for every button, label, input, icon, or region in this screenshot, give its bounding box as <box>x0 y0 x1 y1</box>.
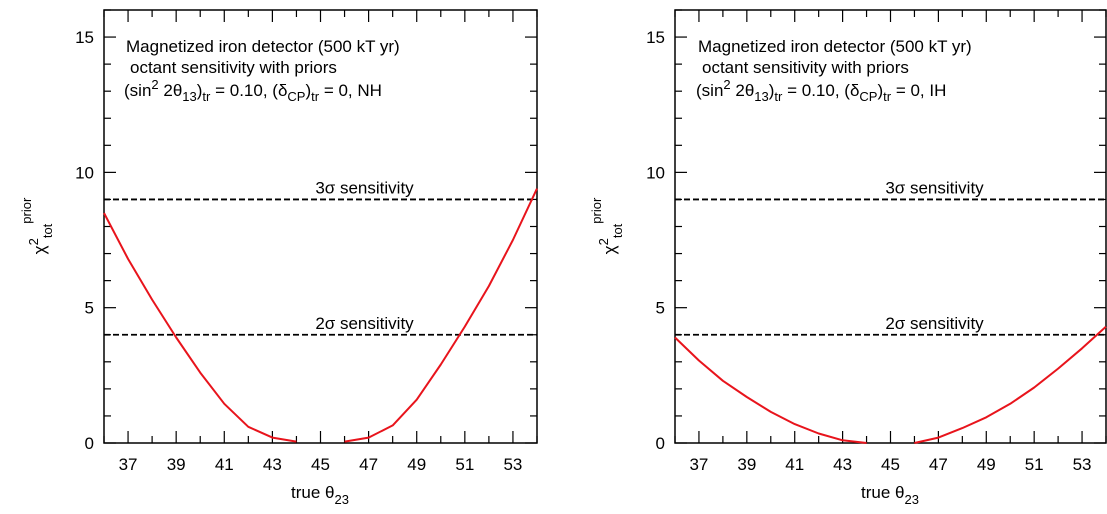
y-tick-label: 10 <box>75 163 94 182</box>
x-tick-label: 53 <box>503 455 522 474</box>
sensitivity-curves <box>674 325 1107 444</box>
y-tick-label: 15 <box>75 28 94 47</box>
sensitivity-curve-segment-2 <box>914 325 1107 444</box>
x-tick-label: 41 <box>785 455 804 474</box>
x-tick-label: 51 <box>455 455 474 474</box>
tick-labels: 37 39 41 43 45 47 49 51 53 0 5 10 15 <box>646 28 1091 474</box>
x-tick-label: 39 <box>167 455 186 474</box>
reference-lines: 3σ sensitivity 2σ sensitivity <box>675 178 1106 336</box>
y-tick-label: 5 <box>656 299 665 318</box>
y-tick-label: 10 <box>646 163 665 182</box>
annotation-line-1: Magnetized iron detector (500 kT yr) <box>126 37 400 56</box>
x-tick-label: 49 <box>407 455 426 474</box>
annotation-line-1: Magnetized iron detector (500 kT yr) <box>698 37 972 56</box>
x-tick-label: 37 <box>689 455 708 474</box>
x-tick-label: 47 <box>929 455 948 474</box>
x-axis-title: true θ23 <box>861 483 919 507</box>
sensitivity-curve-segment-1 <box>103 212 297 443</box>
x-tick-label: 37 <box>119 455 138 474</box>
reference-line-label: 2σ sensitivity <box>885 314 984 333</box>
reference-line-label: 3σ sensitivity <box>885 178 984 197</box>
x-tick-label: 53 <box>1073 455 1092 474</box>
y-tick-label: 5 <box>85 299 94 318</box>
x-tick-label: 49 <box>977 455 996 474</box>
tick-labels: 37 39 41 43 45 47 49 51 53 0 5 10 15 <box>75 28 522 474</box>
annotation-line-2: octant sensitivity with priors <box>130 58 337 77</box>
y-axis-title: χ2totprior <box>589 197 625 254</box>
tick-marks <box>674 9 1107 444</box>
annotation-line-3: (sin2 2θ13)tr = 0.10, (δCP)tr = 0, NH <box>124 77 382 104</box>
x-tick-label: 43 <box>833 455 852 474</box>
x-tick-label: 45 <box>881 455 900 474</box>
reference-line-label: 2σ sensitivity <box>315 314 414 333</box>
chart-panel-nh: 37 39 41 43 45 47 49 51 53 0 5 10 15 3σ sensitivity 2… <box>19 9 538 507</box>
svg-text:χ2totprior: χ2totprior <box>19 197 55 254</box>
x-tick-label: 45 <box>311 455 330 474</box>
sensitivity-curves <box>103 188 538 443</box>
y-tick-label: 0 <box>85 434 94 453</box>
reference-lines: 3σ sensitivity 2σ sensitivity <box>104 178 537 336</box>
sensitivity-curve-segment-2 <box>344 188 538 443</box>
tick-marks <box>103 9 538 444</box>
y-tick-label: 0 <box>656 434 665 453</box>
y-axis-title: χ2totprior <box>19 197 55 254</box>
annotation-line-3: (sin2 2θ13)tr = 0.10, (δCP)tr = 0, IH <box>696 77 946 104</box>
chart-panel-ih: 37 39 41 43 45 47 49 51 53 0 5 10 15 3σ sensitivity 2… <box>589 9 1107 507</box>
svg-text:χ2totprior: χ2totprior <box>589 197 625 254</box>
annotation-line-2: octant sensitivity with priors <box>702 58 909 77</box>
sensitivity-curve-segment-1 <box>674 336 867 444</box>
x-tick-label: 39 <box>737 455 756 474</box>
x-axis-title: true θ23 <box>291 483 349 507</box>
reference-line-label: 3σ sensitivity <box>315 178 414 197</box>
x-tick-label: 43 <box>263 455 282 474</box>
y-tick-label: 15 <box>646 28 665 47</box>
x-tick-label: 41 <box>215 455 234 474</box>
x-tick-label: 51 <box>1025 455 1044 474</box>
x-tick-label: 47 <box>359 455 378 474</box>
